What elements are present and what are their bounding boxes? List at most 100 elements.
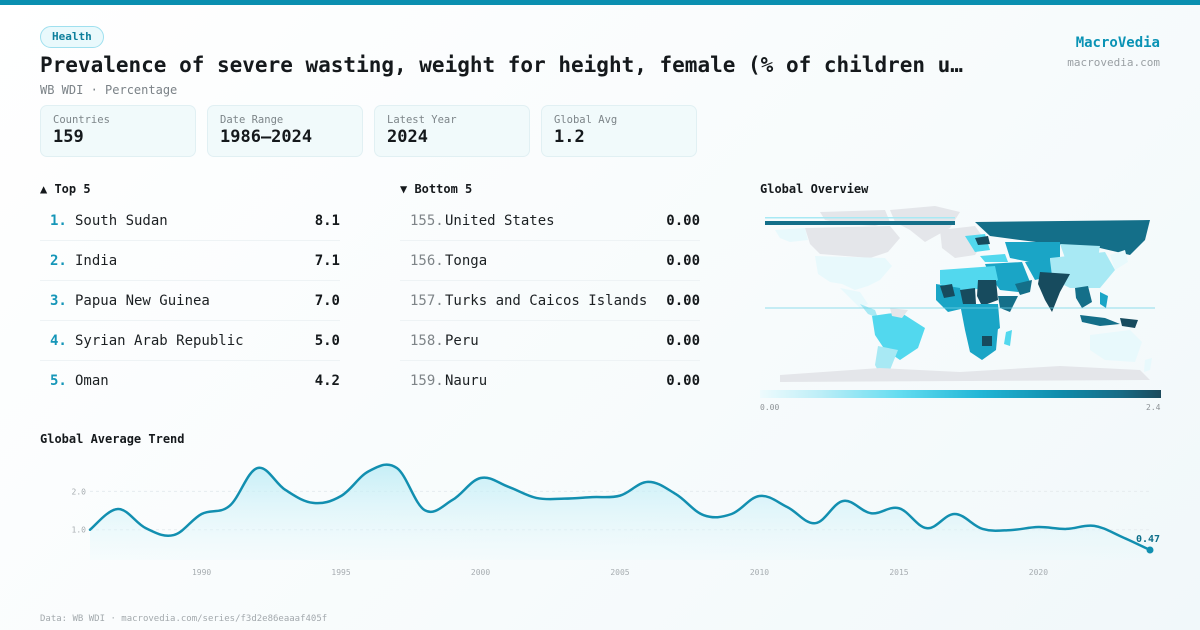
data-point-2020 [1036, 525, 1040, 529]
stat-value: 1.2 [554, 127, 585, 147]
list-item[interactable]: 156. Tonga 0.00 [400, 241, 700, 281]
map-region-zimbabwe[interactable] [982, 336, 992, 346]
data-point-2010 [757, 494, 761, 498]
data-point-1988 [144, 526, 148, 530]
map-region-guianas[interactable] [890, 308, 908, 318]
map-region-mexico[interactable] [840, 288, 868, 308]
data-point-2019 [1009, 528, 1013, 532]
rank-number: 157. [410, 292, 444, 309]
data-point-1986 [88, 528, 92, 532]
list-item[interactable]: 1. South Sudan 8.1 [40, 201, 340, 241]
x-tick-label: 2010 [750, 568, 769, 577]
country-value: 8.1 [314, 212, 340, 229]
rank-number: 156. [410, 252, 444, 269]
map-region-sudan[interactable] [977, 280, 998, 306]
map-region-philippines[interactable] [1100, 292, 1108, 308]
map-region-turkey[interactable] [980, 254, 1008, 262]
rank-number: 3. [50, 292, 67, 309]
map-region-papua-new-guinea[interactable] [1120, 318, 1138, 328]
list-item[interactable]: 157. Turks and Caicos Islands 0.00 [400, 281, 700, 321]
country-name: United States [445, 212, 555, 229]
data-point-2011 [785, 505, 789, 509]
footer-source: Data: WB WDI · macrovedia.com/series/f3d… [40, 614, 328, 624]
data-point-2007 [674, 492, 678, 496]
x-tick-label: 2020 [1029, 568, 1048, 577]
page-title: Prevalence of severe wasting, weight for… [40, 53, 963, 77]
map-region-central-asia[interactable] [1005, 242, 1060, 262]
map-region-chad[interactable] [960, 288, 976, 304]
trend-line [88, 463, 1152, 552]
brand-url[interactable]: macrovedia.com [1067, 56, 1160, 69]
list-item[interactable]: 158. Peru 0.00 [400, 321, 700, 361]
map-region-russia-stripe[interactable] [765, 221, 955, 225]
country-name: Oman [75, 373, 109, 389]
map-region-new-zealand[interactable] [1144, 358, 1152, 372]
country-name: Peru [445, 332, 479, 349]
data-point-2009 [730, 512, 734, 516]
data-point-1992 [255, 466, 259, 470]
list-item[interactable]: 2. India 7.1 [40, 241, 340, 281]
data-point-2017 [953, 512, 957, 516]
legend-min-label: 0.00 [760, 403, 780, 412]
bottom5-list: 155. United States 0.00 156. Tonga 0.00 … [400, 201, 700, 401]
data-point-2016 [925, 526, 929, 530]
country-name: Papua New Guinea [75, 292, 210, 309]
list-item[interactable]: 4. Syrian Arab Republic 5.0 [40, 321, 340, 361]
y-tick-label: 2.0 [72, 487, 87, 496]
x-tick-label: 2000 [471, 568, 490, 577]
map-region-russia[interactable] [975, 220, 1150, 255]
map-region-oman-yemen[interactable] [1015, 280, 1032, 295]
map-region-ukraine[interactable] [975, 236, 990, 245]
rank-number: 4. [50, 332, 67, 349]
map-region-india[interactable] [1038, 272, 1070, 312]
map-region-central-america[interactable] [860, 304, 878, 318]
data-point-2006 [646, 480, 650, 484]
map-region-japan-korea[interactable] [1110, 250, 1128, 270]
trend-title: Global Average Trend [40, 432, 185, 446]
country-name: Tonga [445, 252, 488, 269]
world-map[interactable] [760, 200, 1160, 385]
map-region-southern-africa[interactable] [965, 328, 998, 360]
list-item[interactable]: 159. Nauru 0.00 [400, 361, 700, 401]
rank-number: 155. [410, 212, 444, 229]
last-value-dot[interactable] [1146, 546, 1154, 554]
country-value: 7.0 [314, 292, 340, 309]
country-value: 7.1 [314, 252, 340, 269]
country-value: 0.00 [666, 292, 700, 309]
data-point-1995 [339, 494, 343, 498]
country-value: 4.2 [314, 373, 340, 389]
list-item[interactable]: 155. United States 0.00 [400, 201, 700, 241]
stats-row: Countries 159 Date Range 1986–2024 Lates… [40, 105, 697, 157]
map-region-russia-stripe-light[interactable] [765, 217, 955, 219]
stat-label: Countries [53, 114, 110, 126]
x-tick-label: 2015 [889, 568, 908, 577]
map-region-horn-of-africa[interactable] [998, 296, 1018, 312]
map-region-antarctica[interactable] [780, 366, 1150, 382]
x-tick-labels: 1990 1995 2000 2005 2010 2015 2020 [192, 568, 1048, 577]
last-value-label: 0.47 [1136, 534, 1160, 545]
stat-label: Global Avg [554, 114, 618, 126]
data-point-2023 [1120, 535, 1124, 539]
data-point-1987 [116, 507, 120, 511]
list-item[interactable]: 3. Papua New Guinea 7.0 [40, 281, 340, 321]
x-tick-label: 1990 [192, 568, 211, 577]
stat-card-date-range: Date Range 1986–2024 [207, 105, 363, 157]
map-region-canada[interactable] [805, 226, 900, 258]
country-name: South Sudan [75, 212, 168, 229]
country-name: India [75, 252, 118, 269]
map-region-madagascar[interactable] [1004, 330, 1012, 346]
map-region-se-asia[interactable] [1075, 286, 1092, 308]
map-region-usa[interactable] [815, 256, 892, 290]
brand-name[interactable]: MacroVedia [1075, 35, 1160, 51]
data-point-2002 [534, 496, 538, 500]
map-region-australia[interactable] [1090, 330, 1142, 362]
map-region-indonesia[interactable] [1080, 315, 1120, 326]
map-region-alaska[interactable] [775, 228, 808, 242]
data-point-1991 [227, 504, 231, 508]
category-badge[interactable]: Health [40, 26, 104, 48]
data-point-2014 [869, 511, 873, 515]
trend-chart[interactable]: 1.0 2.0 1990 1995 2000 2005 2010 2015 2020 0.47 [0, 450, 1200, 590]
list-item[interactable]: 5. Oman 4.2 [40, 361, 340, 401]
map-region-mali-niger[interactable] [940, 284, 955, 298]
rank-number: 158. [410, 332, 444, 349]
